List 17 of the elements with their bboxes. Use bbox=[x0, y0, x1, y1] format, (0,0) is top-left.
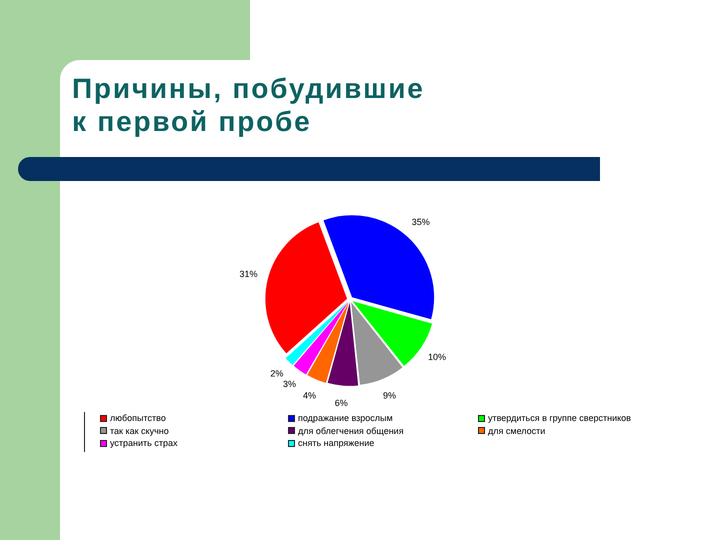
data-label: 31% bbox=[240, 269, 258, 280]
legend-label: устранить страх bbox=[110, 437, 178, 450]
legend-label: любопытство bbox=[110, 412, 166, 424]
legend-label: снять напряжение bbox=[298, 437, 374, 450]
data-label: 6% bbox=[334, 398, 348, 408]
data-label: 2% bbox=[270, 368, 284, 379]
legend-label: для смелости bbox=[488, 424, 546, 437]
data-label: 3% bbox=[282, 379, 296, 390]
chart-title: Причины, побудившие к первой пробе bbox=[72, 72, 425, 138]
data-label: 9% bbox=[382, 390, 396, 401]
data-label: 10% bbox=[428, 352, 446, 362]
data-label: 35% bbox=[412, 217, 430, 228]
legend-label: подражание взрослым bbox=[298, 412, 393, 424]
data-label: 4% bbox=[302, 390, 316, 400]
legend-label: для облегчения общения bbox=[298, 424, 404, 437]
legend-label: утвердиться в группе сверстников bbox=[488, 412, 631, 424]
legend-label: так как скучно bbox=[110, 424, 169, 437]
